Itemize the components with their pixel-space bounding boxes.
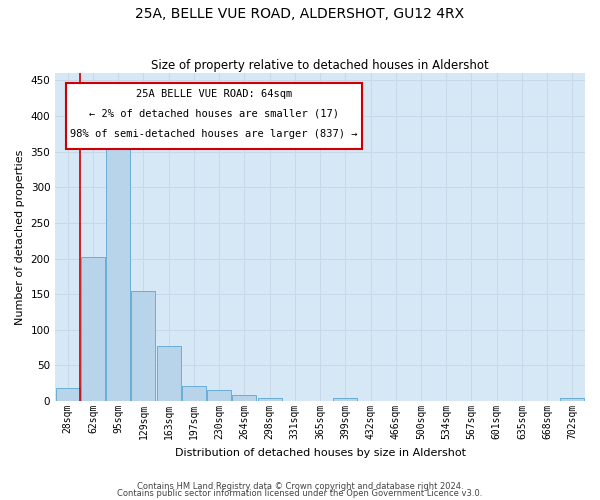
Bar — [232, 396, 256, 401]
Text: ← 2% of detached houses are smaller (17): ← 2% of detached houses are smaller (17) — [89, 109, 339, 119]
Bar — [207, 390, 231, 401]
Text: Contains HM Land Registry data © Crown copyright and database right 2024.: Contains HM Land Registry data © Crown c… — [137, 482, 463, 491]
Title: Size of property relative to detached houses in Aldershot: Size of property relative to detached ho… — [151, 59, 489, 72]
Bar — [81, 257, 105, 401]
Text: 25A, BELLE VUE ROAD, ALDERSHOT, GU12 4RX: 25A, BELLE VUE ROAD, ALDERSHOT, GU12 4RX — [136, 8, 464, 22]
Bar — [257, 398, 281, 401]
Bar — [560, 398, 584, 401]
Text: 25A BELLE VUE ROAD: 64sqm: 25A BELLE VUE ROAD: 64sqm — [136, 89, 292, 99]
Bar — [131, 290, 155, 401]
X-axis label: Distribution of detached houses by size in Aldershot: Distribution of detached houses by size … — [175, 448, 466, 458]
Bar — [182, 386, 206, 401]
Bar — [106, 140, 130, 401]
Bar — [66, 83, 362, 148]
Bar — [56, 388, 80, 401]
Bar — [157, 346, 181, 401]
Text: 98% of semi-detached houses are larger (837) →: 98% of semi-detached houses are larger (… — [70, 128, 358, 138]
Bar — [334, 398, 357, 401]
Text: Contains public sector information licensed under the Open Government Licence v3: Contains public sector information licen… — [118, 489, 482, 498]
Y-axis label: Number of detached properties: Number of detached properties — [15, 150, 25, 325]
